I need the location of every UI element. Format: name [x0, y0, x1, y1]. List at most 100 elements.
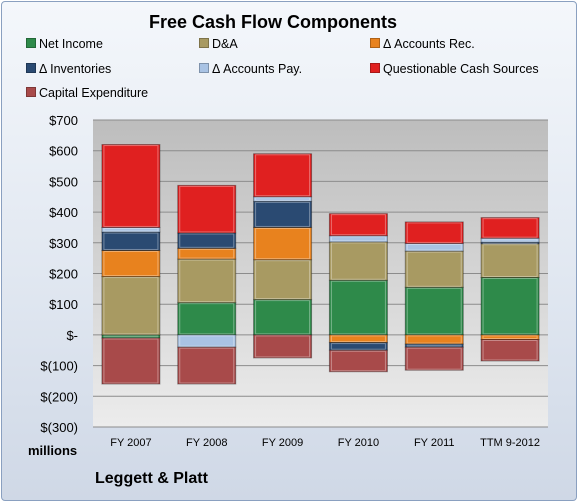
bar-segment-highlight	[255, 197, 311, 201]
y-tick-label: $400	[49, 205, 78, 220]
bar-segment-highlight	[103, 232, 159, 250]
bar-segment	[328, 334, 388, 344]
bar-segment-highlight	[482, 340, 538, 361]
bar-segment-highlight	[482, 277, 538, 335]
bar-segment	[177, 334, 237, 348]
bar-segment	[404, 286, 464, 336]
bar-segment	[101, 249, 161, 278]
legend-label: D&A	[212, 37, 238, 51]
bar-segment	[404, 346, 464, 371]
bar-segment-highlight	[103, 145, 159, 227]
bar-segment-highlight	[255, 260, 311, 300]
bar-segment-highlight	[179, 259, 235, 303]
y-tick-label: $600	[49, 144, 78, 159]
bar-segment-highlight	[406, 243, 462, 251]
bar-segment-highlight	[406, 347, 462, 370]
x-tick-label: TTM 9-2012	[480, 437, 540, 449]
bar-segment	[101, 276, 161, 336]
legend-swatch	[26, 87, 36, 97]
y-tick-label: $300	[49, 236, 78, 251]
legend-swatch	[26, 63, 36, 73]
bar-segment	[328, 349, 388, 373]
bar-segment-highlight	[406, 287, 462, 335]
bar-segment-highlight	[179, 347, 235, 384]
y-tick-label: $-	[66, 328, 78, 343]
bar-segment	[177, 232, 237, 249]
bar-segment-highlight	[255, 300, 311, 335]
legend-swatch	[199, 38, 209, 48]
bar-segment-highlight	[103, 277, 159, 335]
legend-swatch	[199, 63, 209, 73]
bar-segment	[253, 226, 313, 261]
bar-segment	[480, 243, 540, 278]
y-tick-label: $500	[49, 174, 78, 189]
bar-segment-highlight	[103, 338, 159, 384]
bar-segment-highlight	[255, 335, 311, 358]
y-tick-label: $(300)	[40, 420, 78, 435]
legend-entry: Questionable Cash Sources	[370, 62, 539, 76]
legend-entry: D&A	[199, 37, 238, 51]
company-name: Leggett & Platt	[95, 470, 208, 487]
legend-entry: Δ Inventories	[26, 62, 111, 76]
bar-segment	[253, 259, 313, 301]
bar-segment-highlight	[330, 335, 386, 343]
bar-segment	[253, 200, 313, 228]
bar-segment-highlight	[179, 248, 235, 259]
x-tick-label: FY 2009	[262, 437, 303, 449]
bar-segment	[328, 213, 388, 237]
units-label: millions	[28, 443, 78, 458]
bar-segment	[101, 144, 161, 228]
bar-segment	[328, 279, 388, 336]
bar-segment	[177, 346, 237, 385]
bar-segment	[177, 302, 237, 336]
x-tick-label: FY 2011	[414, 437, 455, 449]
bar-segment	[101, 231, 161, 251]
bar-segment-highlight	[482, 335, 538, 340]
legend-label: Net Income	[39, 37, 103, 51]
legend-swatch	[370, 63, 380, 73]
legend-swatch	[26, 38, 36, 48]
bar-segment-highlight	[482, 244, 538, 277]
bar-segment	[177, 258, 237, 304]
y-tick-label: $700	[49, 113, 78, 128]
y-tick-label: $(100)	[40, 359, 78, 374]
x-tick-label: FY 2008	[186, 437, 227, 449]
bar-segment	[253, 299, 313, 336]
bar-segment-highlight	[255, 201, 311, 227]
bar-segment-highlight	[330, 214, 386, 236]
chart-title: Free Cash Flow Components	[148, 12, 398, 32]
bar-segment-highlight	[103, 335, 159, 338]
bar-segment-highlight	[179, 185, 235, 233]
bar-segment-highlight	[179, 335, 235, 347]
bar-segment	[480, 217, 540, 239]
bar-segment-highlight	[406, 222, 462, 243]
bar-segment-highlight	[406, 344, 462, 347]
legend-entry: Capital Expenditure	[26, 86, 148, 100]
bar-segment-highlight	[482, 218, 538, 238]
bar-segment-highlight	[179, 233, 235, 248]
bar-segment	[101, 337, 161, 385]
y-tick-label: $200	[49, 267, 78, 282]
legend-entry: Δ Accounts Pay.	[199, 62, 302, 76]
legend-entry: Δ Accounts Rec.	[370, 37, 475, 51]
bar-segment-highlight	[406, 335, 462, 344]
bar-segment	[480, 339, 540, 362]
bar-segment-highlight	[330, 343, 386, 350]
bar-segment-highlight	[103, 227, 159, 232]
legend-label: Δ Accounts Pay.	[212, 62, 303, 76]
bar-segment	[404, 250, 464, 288]
legend-label: Δ Accounts Rec.	[383, 37, 475, 51]
bar-segment-highlight	[330, 350, 386, 372]
bar-segment	[253, 334, 313, 359]
bar-segment-highlight	[255, 154, 311, 197]
bar-segment-highlight	[103, 250, 159, 277]
bar-segment-highlight	[255, 227, 311, 260]
bar-segment-highlight	[482, 238, 538, 242]
bar-segment	[177, 184, 237, 234]
bar-segment	[328, 241, 388, 281]
bar-segment-highlight	[330, 236, 386, 242]
bar-segment	[404, 221, 464, 244]
bar-segment	[177, 247, 237, 260]
legend-label: Questionable Cash Sources	[383, 62, 539, 76]
